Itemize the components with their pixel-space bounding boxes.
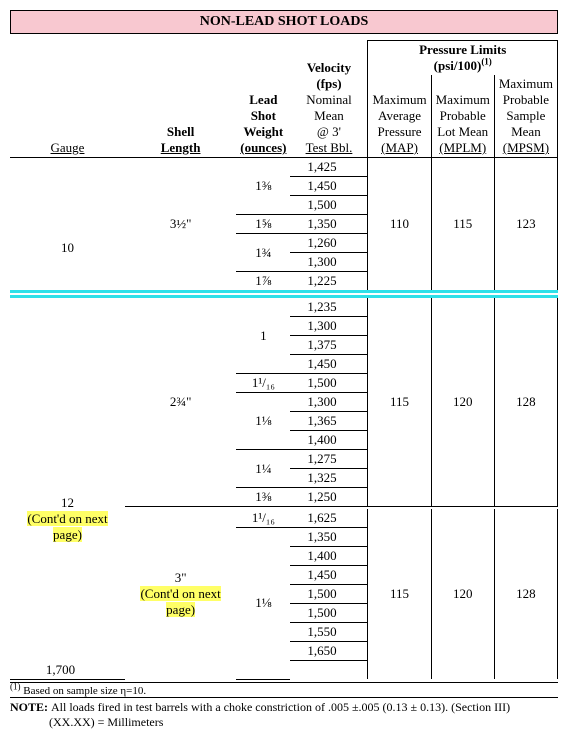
shot-weight: 1⅝: [236, 215, 290, 234]
shot-weight: 1⅜: [236, 488, 290, 507]
shot-weight: 1¾: [236, 234, 290, 272]
map-value: 115: [368, 297, 431, 507]
velocity-value: 1,500: [290, 604, 368, 623]
page-title: NON-LEAD SHOT LOADS: [10, 10, 558, 34]
col-shot-weight: LeadShotWeight(ounces): [236, 41, 290, 158]
map-value: 115: [368, 509, 431, 679]
velocity-value: 1,450: [290, 355, 368, 374]
shot-weight: 1⅜: [236, 158, 290, 215]
gauge-cell: 10: [10, 158, 125, 292]
velocity-value: 1,650: [290, 642, 368, 661]
footnote: (1) Based on sample size η=10.: [10, 682, 558, 697]
loads-table: Gauge ShellLength LeadShotWeight(ounces)…: [10, 40, 558, 680]
map-value: 110: [368, 158, 431, 292]
velocity-value: 1,375: [290, 336, 368, 355]
table-row: 12(Cont'd on next page)2¾"11,23511512012…: [10, 297, 558, 317]
shell-cell: 2¾": [125, 297, 236, 507]
col-gauge: Gauge: [10, 41, 125, 158]
mpsm-value: 128: [494, 297, 557, 507]
shot-weight: 1⅞: [236, 272, 290, 292]
mpsm-value: 123: [494, 158, 557, 292]
velocity-value: 1,400: [290, 547, 368, 566]
velocity-value: 1,500: [290, 196, 368, 215]
velocity-value: 1,450: [290, 177, 368, 196]
velocity-value: 1,260: [290, 234, 368, 253]
velocity-value: 1,275: [290, 450, 368, 469]
col-mplm: MaximumProbableLot Mean(MPLM): [431, 75, 494, 158]
mplm-value: 120: [431, 297, 494, 507]
velocity-value: 1,550: [290, 623, 368, 642]
col-pressure-group: Pressure Limits (psi/100)(1): [368, 41, 558, 76]
col-mpsm: MaximumProbableSampleMean(MPSM): [494, 75, 557, 158]
shell-cell: 3"(Cont'd on next page): [125, 509, 236, 679]
velocity-value: 1,235: [290, 297, 368, 317]
note: NOTE: All loads fired in test barrels wi…: [10, 697, 558, 730]
col-shell: ShellLength: [125, 41, 236, 158]
mplm-value: 120: [431, 509, 494, 679]
shot-weight: 1⅛: [236, 528, 290, 680]
gauge-cell: 12(Cont'd on next page): [10, 297, 125, 661]
velocity-value: 1,300: [290, 253, 368, 272]
velocity-value: 1,625: [290, 509, 368, 528]
shot-weight: 1¼: [236, 450, 290, 488]
velocity-value: 1,500: [290, 374, 368, 393]
velocity-value: 1,450: [290, 566, 368, 585]
velocity-value: 1,500: [290, 585, 368, 604]
velocity-value: 1,425: [290, 158, 368, 177]
shot-weight: 1⅛: [236, 393, 290, 450]
velocity-value: 1,300: [290, 393, 368, 412]
velocity-value: 1,350: [290, 215, 368, 234]
velocity-value: 1,400: [290, 431, 368, 450]
velocity-value: 1,700: [10, 661, 125, 680]
shot-weight: 1¹/₁₆: [236, 509, 290, 528]
velocity-value: 1,225: [290, 272, 368, 292]
velocity-value: 1,350: [290, 528, 368, 547]
velocity-value: 1,325: [290, 469, 368, 488]
mpsm-value: 128: [494, 509, 557, 679]
col-map: MaximumAveragePressure(MAP): [368, 75, 431, 158]
mplm-value: 115: [431, 158, 494, 292]
col-velocity: Velocity(fps)NominalMean@ 3'Test Bbl.: [290, 41, 368, 158]
table-row: 103½"1⅜1,425110115123: [10, 158, 558, 177]
velocity-value: 1,250: [290, 488, 368, 507]
velocity-value: 1,300: [290, 317, 368, 336]
shot-weight: 1¹/₁₆: [236, 374, 290, 393]
shell-cell: 3½": [125, 158, 236, 292]
velocity-value: 1,365: [290, 412, 368, 431]
shot-weight: 1: [236, 297, 290, 374]
